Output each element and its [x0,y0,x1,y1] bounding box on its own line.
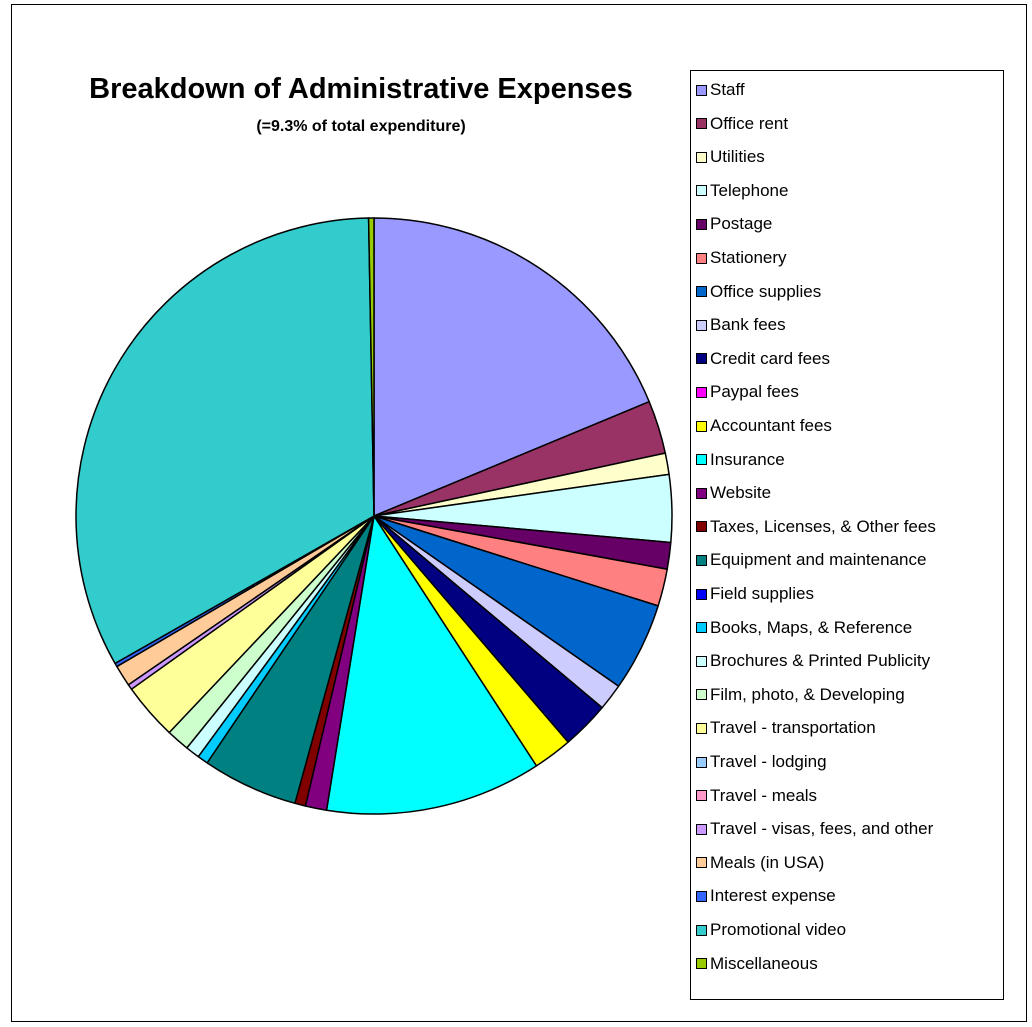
legend-swatch [696,218,707,230]
legend-item-travel-meals: Travel - meals [696,781,817,811]
legend-item-accountant-fees: Accountant fees [696,411,832,441]
chart-subtitle: (=9.3% of total expenditure) [256,118,466,135]
legend-label: Miscellaneous [710,953,818,973]
legend: Staff Office rent Utilities Telephone Postag… [690,70,1004,1000]
legend-swatch [696,924,707,936]
legend-swatch [696,118,707,130]
legend-label: Insurance [710,449,785,469]
legend-swatch [696,958,707,970]
legend-item-film-photo-developing: Film, photo, & Developing [696,680,905,710]
legend-label: Stationery [710,248,787,267]
legend-label: Interest expense [710,886,836,906]
legend-item-travel-visas-fees-and-other: Travel - visas, fees, and other [696,814,933,844]
legend-item-miscellaneous: Miscellaneous [696,949,818,979]
legend-item-books-maps-reference: Books, Maps, & Reference [696,613,912,643]
legend-label: Books, Maps, & Reference [710,617,913,637]
legend-swatch [696,588,707,600]
legend-item-taxes-licenses-other-fees: Taxes, Licenses, & Other fees [696,512,936,542]
legend-swatch [696,252,707,264]
legend-label: Travel - visas, fees, and other [710,819,934,839]
legend-item-website: Website [696,478,771,508]
legend-label: Travel - lodging [710,752,827,771]
legend-label: Postage [710,214,773,234]
legend-swatch [696,84,707,96]
legend-label: Travel - meals [710,785,818,805]
legend-swatch [696,756,707,768]
legend-item-office-rent: Office rent [696,109,788,139]
legend-swatch [696,823,707,835]
legend-label: Staff [710,80,745,99]
legend-label: Brochures & Printed Publicity [710,651,931,671]
legend-label: Travel - transportation [710,718,876,738]
chart-title: Breakdown of Administrative Expenses [89,73,633,105]
pie-slice-promotional-video [75,217,375,665]
legend-label: Taxes, Licenses, & Other fees [710,516,936,536]
legend-item-interest-expense: Interest expense [696,881,836,911]
legend-item-meals-in-usa: Meals (in USA) [696,848,824,878]
legend-item-credit-card-fees: Credit card fees [696,344,830,374]
legend-swatch [696,353,707,365]
legend-item-travel-lodging: Travel - lodging [696,747,827,777]
legend-item-equipment-and-maintenance: Equipment and maintenance [696,545,926,575]
legend-label: Field supplies [710,584,814,603]
legend-swatch [696,890,707,902]
legend-label: Equipment and maintenance [710,550,927,570]
legend-swatch [696,857,707,869]
legend-label: Telephone [710,180,789,200]
legend-label: Office rent [710,113,789,133]
legend-swatch [696,622,707,634]
legend-swatch [696,487,707,499]
legend-swatch [696,420,707,432]
legend-swatch [696,689,707,701]
legend-item-travel-transportation: Travel - transportation [696,713,876,743]
legend-swatch [696,554,707,566]
legend-label: Website [710,483,772,503]
legend-item-field-supplies: Field supplies [696,579,814,609]
legend-swatch [696,151,707,163]
legend-item-staff: Staff [696,75,745,105]
legend-swatch [696,521,707,533]
legend-label: Office supplies [710,281,822,301]
legend-item-utilities: Utilities [696,142,765,172]
legend-item-insurance: Insurance [696,445,785,475]
legend-item-postage: Postage [696,209,772,239]
legend-item-brochures-printed-publicity: Brochures & Printed Publicity [696,646,930,676]
pie-slice-staff [373,217,650,517]
legend-swatch [696,319,707,331]
pie-slice-insurance [325,515,538,815]
legend-label: Meals (in USA) [710,852,825,872]
legend-swatch [696,185,707,197]
legend-swatch [696,722,707,734]
legend-swatch [696,286,707,298]
legend-item-office-supplies: Office supplies [696,277,821,307]
legend-item-telephone: Telephone [696,176,788,206]
legend-label: Accountant fees [710,416,832,435]
legend-label: Bank fees [710,315,786,335]
legend-label: Utilities [710,147,765,167]
legend-item-promotional-video: Promotional video [696,915,846,945]
legend-swatch [696,790,707,802]
pie-slice-miscellaneous [367,217,375,517]
legend-label: Film, photo, & Developing [710,684,905,704]
legend-label: Promotional video [710,920,847,939]
legend-swatch [696,655,707,667]
legend-swatch [696,386,707,398]
legend-item-stationery: Stationery [696,243,787,273]
legend-swatch [696,454,707,466]
legend-item-bank-fees: Bank fees [696,310,786,340]
legend-label: Credit card fees [710,348,830,368]
legend-item-paypal-fees: Paypal fees [696,377,799,407]
legend-label: Paypal fees [710,382,799,402]
